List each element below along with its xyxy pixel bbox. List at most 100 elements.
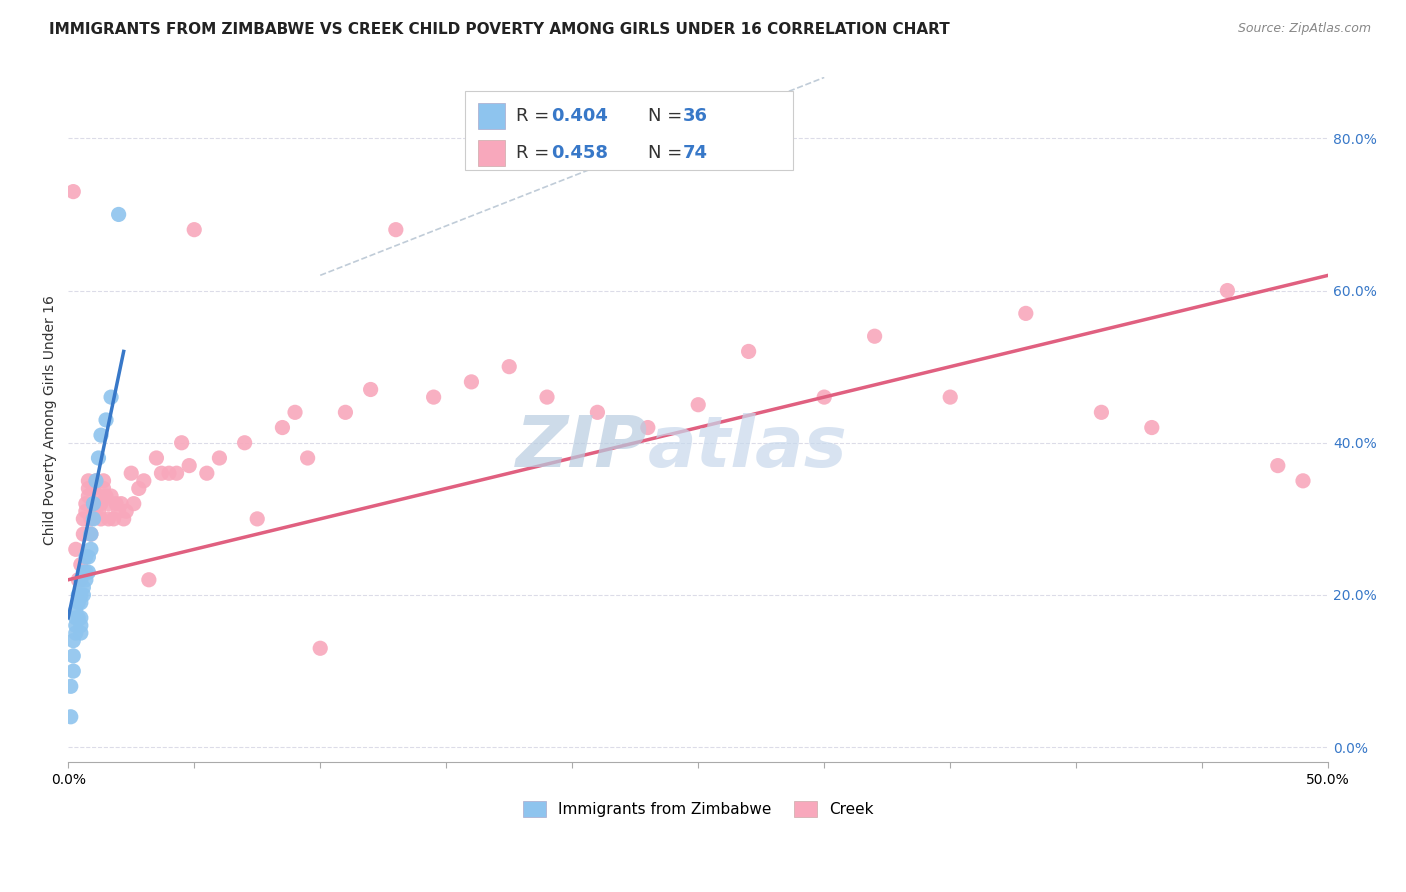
Point [112,512,135,526]
Point [309,641,332,656]
Point [69,596,91,610]
Point [94,489,117,503]
Text: N =: N = [648,107,688,126]
Text: ZIP: ZIP [516,413,648,482]
Point [62,664,84,678]
Point [385,222,408,236]
Point [110,497,132,511]
Point [82,497,104,511]
Point [93,482,115,496]
Point [84,474,107,488]
Point [271,420,294,434]
Point [233,435,256,450]
Point [69,573,91,587]
Text: 74: 74 [683,144,709,161]
Point [166,467,188,481]
Point [72,527,94,541]
Point [195,467,218,481]
Text: R =: R = [516,144,554,161]
Point [82,512,104,526]
Point [75,504,97,518]
FancyBboxPatch shape [465,91,793,169]
Point [75,565,97,579]
Point [75,497,97,511]
Point [813,390,835,404]
Point [82,504,104,518]
Point [688,398,710,412]
Point [69,618,91,632]
Point [422,390,444,404]
Point [90,512,112,526]
Point [737,344,759,359]
Point [82,482,104,496]
Point [77,489,100,503]
Text: N =: N = [648,144,688,161]
Point [297,450,319,465]
Point [107,504,129,518]
Point [87,489,110,503]
Point [360,383,382,397]
Point [65,618,87,632]
Point [77,549,100,564]
Point [97,512,120,526]
Point [335,405,357,419]
Point [90,497,112,511]
Point [94,413,117,427]
Point [69,573,91,587]
Point [72,512,94,526]
Point [637,420,659,434]
Text: Source: ZipAtlas.com: Source: ZipAtlas.com [1237,22,1371,36]
Y-axis label: Child Poverty Among Girls Under 16: Child Poverty Among Girls Under 16 [44,295,58,545]
Point [107,207,129,221]
Point [59,710,82,724]
Point [498,359,520,374]
Text: R =: R = [516,107,554,126]
FancyBboxPatch shape [478,139,505,166]
Point [72,565,94,579]
Point [82,497,104,511]
Point [72,580,94,594]
Point [939,390,962,404]
Point [77,565,100,579]
Text: 36: 36 [683,107,709,126]
Point [69,588,91,602]
Point [62,185,84,199]
Point [90,428,112,442]
Point [145,450,167,465]
Point [80,542,103,557]
Point [208,450,231,465]
Point [586,405,609,419]
Point [179,458,201,473]
Point [183,222,205,236]
Point [122,497,145,511]
Point [67,611,90,625]
Point [65,626,87,640]
Point [105,497,128,511]
Point [87,504,110,518]
Point [59,679,82,693]
FancyBboxPatch shape [478,103,505,129]
Point [115,504,138,518]
Point [62,648,84,663]
Point [157,467,180,481]
Point [863,329,886,343]
Text: atlas: atlas [648,413,848,482]
Point [65,542,87,557]
Point [170,435,193,450]
Point [80,512,103,526]
Point [460,375,482,389]
Point [69,626,91,640]
Point [77,474,100,488]
Point [97,497,120,511]
Point [100,390,122,404]
Point [75,549,97,564]
Point [100,489,122,503]
Point [72,588,94,602]
Point [69,558,91,572]
Legend: Immigrants from Zimbabwe, Creek: Immigrants from Zimbabwe, Creek [516,795,880,823]
Point [87,450,110,465]
Text: 0.404: 0.404 [551,107,607,126]
Point [69,611,91,625]
Point [1292,474,1315,488]
Point [132,474,155,488]
